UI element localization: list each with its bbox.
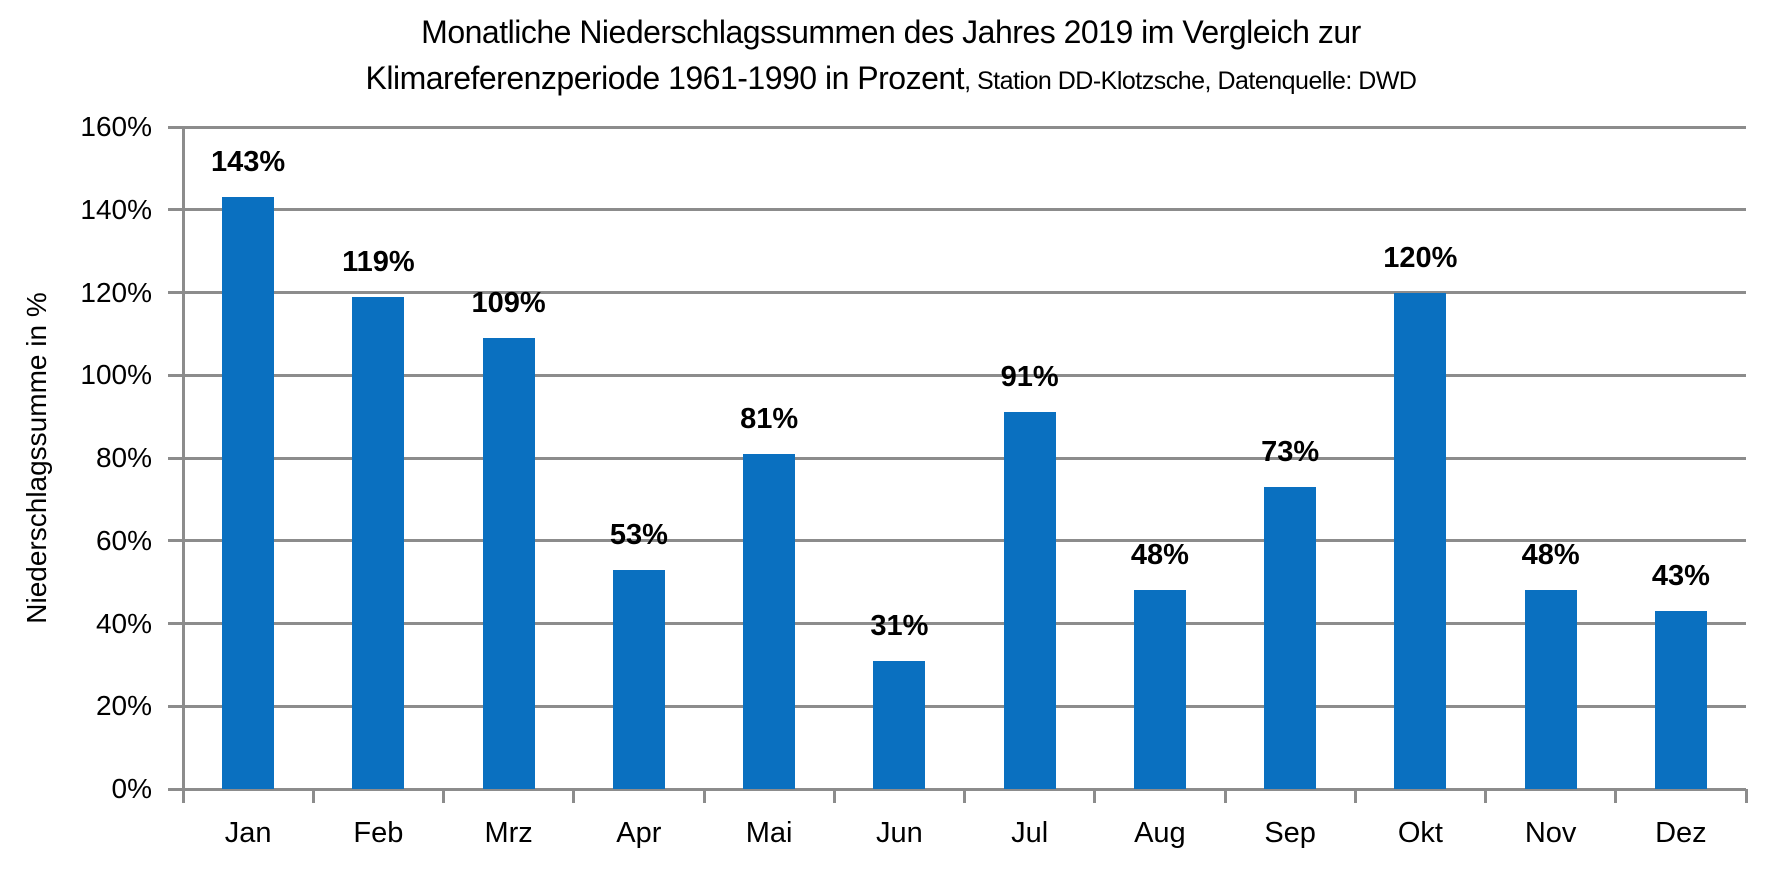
gridline [183, 622, 1746, 625]
gridline [183, 704, 1746, 708]
y-tick-label: 120% [80, 276, 152, 308]
y-axis-tick [168, 373, 198, 377]
x-axis-tick [1744, 789, 1748, 803]
x-axis-tick [702, 789, 706, 803]
bar-value-label: 53% [609, 518, 668, 551]
bar-mrz [482, 338, 535, 789]
gridline [183, 539, 1746, 543]
x-tick-label: Aug [1134, 817, 1186, 849]
gridline [183, 208, 1746, 212]
chart-title-line2: Klimareferenzperiode 1961-1990 in Prozen… [0, 60, 1782, 97]
x-axis-tick [1093, 789, 1097, 803]
x-tick-label: Apr [616, 817, 662, 849]
x-tick-label: Nov [1524, 817, 1577, 849]
x-axis-tick [311, 789, 315, 803]
x-tick-label: Jun [875, 817, 923, 849]
y-axis-tick [168, 456, 198, 460]
bar-jul [1003, 412, 1056, 789]
bar-value-label: 73% [1261, 435, 1320, 468]
x-axis-tick [1353, 789, 1357, 803]
y-tick-label: 140% [80, 193, 152, 225]
x-tick-label: Mrz [484, 817, 533, 849]
gridline [183, 373, 1746, 377]
y-axis-tick [168, 125, 198, 129]
bar-feb [352, 296, 405, 789]
y-tick-label: 160% [80, 111, 152, 142]
y-axis-tick [168, 622, 198, 625]
y-tick-label: 60% [95, 524, 152, 556]
y-axis-tick [168, 208, 198, 212]
bar-value-label: 81% [740, 402, 799, 435]
gridline [183, 125, 1746, 129]
bar-value-label: 48% [1521, 539, 1580, 572]
bar-value-label: 119% [342, 245, 415, 278]
x-axis-tick [181, 789, 185, 803]
x-axis-tick [1223, 789, 1227, 803]
bar-value-label: 91% [1000, 361, 1059, 394]
bar-jan [222, 197, 275, 789]
x-tick-label: Jul [1011, 817, 1049, 849]
y-axis-tick [168, 539, 198, 543]
bar-okt [1394, 292, 1447, 789]
bar-dez [1654, 611, 1707, 789]
x-tick-label: Jan [224, 817, 272, 849]
bar-nov [1524, 590, 1577, 789]
gridline [183, 291, 1746, 294]
bar-value-label: 31% [870, 609, 929, 642]
y-axis-tick [168, 704, 198, 708]
x-tick-label: Dez [1655, 817, 1707, 849]
bar-value-label: 48% [1130, 539, 1189, 572]
x-tick-label: Mai [745, 817, 793, 849]
bar-value-label: 143% [211, 146, 286, 179]
x-tick-label: Okt [1397, 817, 1443, 849]
y-tick-label: 0% [111, 773, 152, 804]
x-tick-label: Feb [353, 817, 404, 849]
x-axis-tick [1614, 789, 1618, 803]
y-tick-label: 80% [95, 442, 152, 473]
y-axis-line [181, 127, 185, 803]
bar-apr [612, 569, 665, 789]
x-axis-tick [832, 789, 836, 803]
y-axis-tick [168, 291, 198, 294]
bar-mai [743, 453, 796, 789]
x-axis-tick [442, 789, 445, 803]
chart-title-line2-suffix: , Station DD-Klotzsche, Datenquelle: DWD [964, 67, 1417, 95]
chart-title-line2-main: Klimareferenzperiode 1961-1990 in Prozen… [365, 60, 965, 96]
gridline [183, 456, 1746, 460]
bar-value-label: 43% [1651, 560, 1710, 593]
y-tick-label: 40% [95, 607, 152, 639]
y-tick-label: 100% [80, 359, 152, 391]
chart-title-line1: Monatliche Niederschlagssummen des Jahre… [421, 14, 1361, 50]
x-axis-tick [1484, 789, 1487, 803]
y-tick-label: 20% [95, 690, 152, 722]
x-tick-label: Sep [1264, 817, 1316, 849]
bar-value-label: 120% [1383, 241, 1458, 274]
bar-sep [1264, 486, 1317, 789]
bar-value-label: 109% [471, 287, 546, 319]
x-axis-tick [572, 789, 576, 803]
x-axis-tick [963, 789, 966, 803]
bar-aug [1133, 590, 1186, 789]
bar-jun [873, 660, 926, 789]
